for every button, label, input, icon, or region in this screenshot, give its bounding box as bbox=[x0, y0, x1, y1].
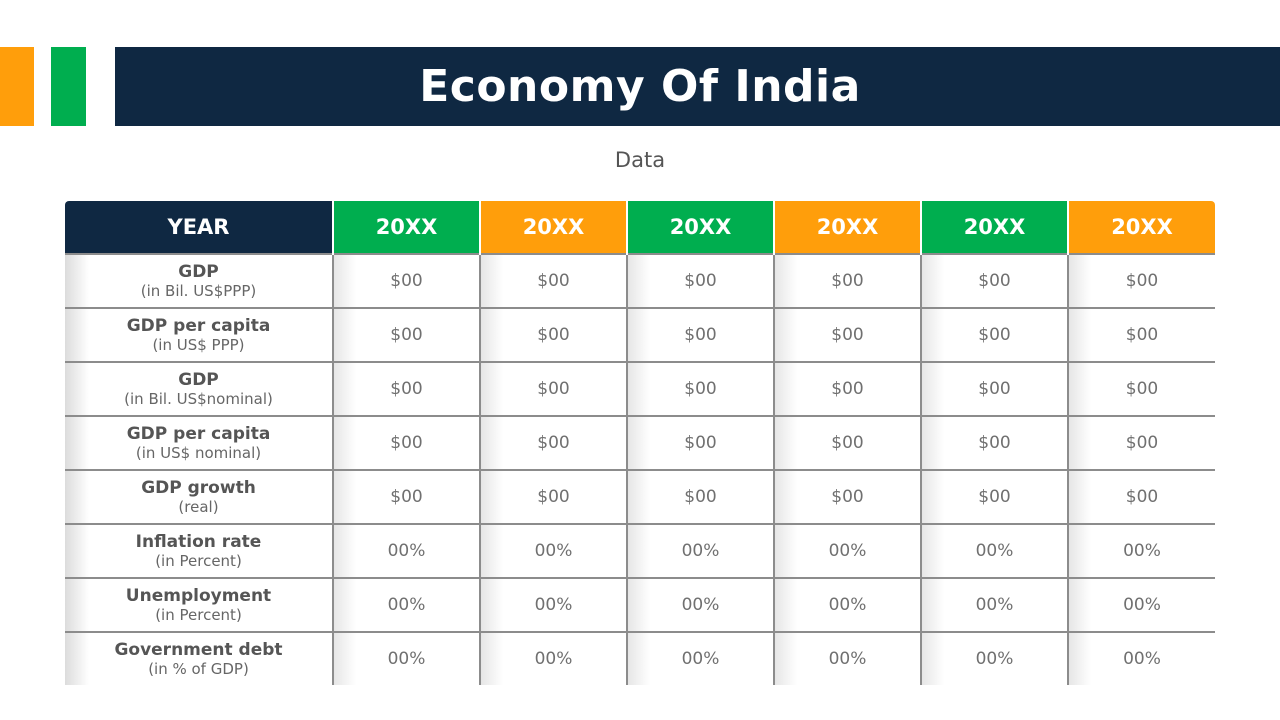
value-cell: $00 bbox=[626, 415, 774, 470]
year-header: 20XX bbox=[1067, 201, 1215, 254]
value-cell: 00% bbox=[479, 631, 627, 685]
row-sublabel: (real) bbox=[178, 498, 219, 517]
year-header: 20XX bbox=[626, 201, 774, 254]
title-bar bbox=[115, 47, 1280, 126]
value-cell: $00 bbox=[920, 253, 1068, 308]
row-label: Inflation rate bbox=[135, 531, 262, 552]
value-cell: 00% bbox=[920, 631, 1068, 685]
slide-subtitle: Data bbox=[614, 148, 666, 172]
row-label-cell: Government debt (in % of GDP) bbox=[65, 631, 333, 685]
value-cell: $00 bbox=[1067, 415, 1215, 470]
value-cell: $00 bbox=[332, 253, 480, 308]
row-sublabel: (in % of GDP) bbox=[148, 660, 249, 679]
value-cell: $00 bbox=[479, 415, 627, 470]
table-row: GDP (in Bil. US$PPP) $00 $00 $00 $00 $00 $00 bbox=[65, 253, 1215, 308]
row-label-cell: GDP per capita (in US$ nominal) bbox=[65, 415, 333, 470]
year-header: 20XX bbox=[773, 201, 921, 254]
value-cell: $00 bbox=[332, 307, 480, 362]
row-sublabel: (in Bil. US$nominal) bbox=[124, 390, 273, 409]
row-label: GDP bbox=[178, 369, 219, 390]
value-cell: $00 bbox=[626, 469, 774, 524]
row-sublabel: (in Percent) bbox=[155, 606, 242, 625]
economy-table-container: YEAR 20XX 20XX 20XX 20XX 20XX 20XX GDP (i… bbox=[65, 201, 1215, 685]
value-cell: $00 bbox=[920, 469, 1068, 524]
table-row: Unemployment (in Percent) 00% 00% 00% 00% 00% 0… bbox=[65, 577, 1215, 632]
row-label: GDP bbox=[178, 261, 219, 282]
value-cell: 00% bbox=[920, 523, 1068, 578]
value-cell: $00 bbox=[773, 253, 921, 308]
row-label-cell: Unemployment (in Percent) bbox=[65, 577, 333, 632]
row-sublabel: (in Bil. US$PPP) bbox=[140, 282, 257, 301]
table-row: GDP growth (real) $00 $00 $00 $00 $00 $00 bbox=[65, 469, 1215, 524]
table-row: Inflation rate (in Percent) 00% 00% 00% 00% 00… bbox=[65, 523, 1215, 578]
table-row: GDP per capita (in US$ PPP) $00 $00 $00 $00 $0… bbox=[65, 307, 1215, 362]
row-sublabel: (in US$ nominal) bbox=[135, 444, 262, 463]
value-cell: $00 bbox=[920, 415, 1068, 470]
value-cell: $00 bbox=[773, 361, 921, 416]
row-label-cell: Inflation rate (in Percent) bbox=[65, 523, 333, 578]
value-cell: $00 bbox=[773, 415, 921, 470]
value-cell: $00 bbox=[626, 361, 774, 416]
value-cell: $00 bbox=[1067, 469, 1215, 524]
value-cell: 00% bbox=[626, 631, 774, 685]
flag-green-stripe bbox=[51, 47, 86, 126]
row-label: Government debt bbox=[114, 639, 283, 660]
value-cell: $00 bbox=[332, 361, 480, 416]
value-cell: $00 bbox=[332, 415, 480, 470]
row-label-cell: GDP (in Bil. US$PPP) bbox=[65, 253, 333, 308]
slide-title: Economy Of India bbox=[419, 61, 861, 112]
row-label: GDP per capita bbox=[126, 315, 271, 336]
value-cell: $00 bbox=[479, 361, 627, 416]
table-row: GDP (in Bil. US$nominal) $00 $00 $00 $00 $00 $0… bbox=[65, 361, 1215, 416]
economy-table: YEAR 20XX 20XX 20XX 20XX 20XX 20XX GDP (i… bbox=[65, 201, 1215, 685]
value-cell: $00 bbox=[1067, 307, 1215, 362]
table-header-row: YEAR 20XX 20XX 20XX 20XX 20XX 20XX bbox=[65, 201, 1215, 254]
flag-orange-stripe bbox=[0, 47, 34, 126]
row-sublabel: (in Percent) bbox=[155, 552, 242, 571]
row-label-cell: GDP per capita (in US$ PPP) bbox=[65, 307, 333, 362]
row-sublabel: (in US$ PPP) bbox=[152, 336, 245, 355]
value-cell: 00% bbox=[920, 577, 1068, 632]
value-cell: 00% bbox=[479, 523, 627, 578]
value-cell: 00% bbox=[1067, 631, 1215, 685]
value-cell: $00 bbox=[479, 469, 627, 524]
row-label-cell: GDP growth (real) bbox=[65, 469, 333, 524]
value-cell: 00% bbox=[479, 577, 627, 632]
row-label: Unemployment bbox=[125, 585, 272, 606]
value-cell: $00 bbox=[773, 307, 921, 362]
year-header: 20XX bbox=[920, 201, 1068, 254]
value-cell: 00% bbox=[773, 577, 921, 632]
value-cell: $00 bbox=[626, 307, 774, 362]
value-cell: 00% bbox=[773, 631, 921, 685]
year-header: 20XX bbox=[479, 201, 627, 254]
value-cell: $00 bbox=[332, 469, 480, 524]
table-body: GDP (in Bil. US$PPP) $00 $00 $00 $00 $00 $00 GDP… bbox=[65, 253, 1215, 685]
row-label: GDP per capita bbox=[126, 423, 271, 444]
value-cell: 00% bbox=[332, 577, 480, 632]
value-cell: $00 bbox=[1067, 253, 1215, 308]
row-label-cell: GDP (in Bil. US$nominal) bbox=[65, 361, 333, 416]
value-cell: $00 bbox=[920, 361, 1068, 416]
value-cell: $00 bbox=[920, 307, 1068, 362]
value-cell: $00 bbox=[626, 253, 774, 308]
value-cell: $00 bbox=[1067, 361, 1215, 416]
value-cell: $00 bbox=[773, 469, 921, 524]
value-cell: 00% bbox=[626, 523, 774, 578]
table-row: GDP per capita (in US$ nominal) $00 $00 $00 $… bbox=[65, 415, 1215, 470]
value-cell: 00% bbox=[773, 523, 921, 578]
value-cell: 00% bbox=[332, 523, 480, 578]
value-cell: 00% bbox=[332, 631, 480, 685]
value-cell: 00% bbox=[1067, 523, 1215, 578]
value-cell: 00% bbox=[626, 577, 774, 632]
value-cell: $00 bbox=[479, 253, 627, 308]
year-header-label: YEAR bbox=[65, 201, 333, 254]
value-cell: 00% bbox=[1067, 577, 1215, 632]
value-cell: $00 bbox=[479, 307, 627, 362]
table-row: Government debt (in % of GDP) 00% 00% 00% 00%… bbox=[65, 631, 1215, 685]
row-label: GDP growth bbox=[141, 477, 256, 498]
year-header: 20XX bbox=[332, 201, 480, 254]
